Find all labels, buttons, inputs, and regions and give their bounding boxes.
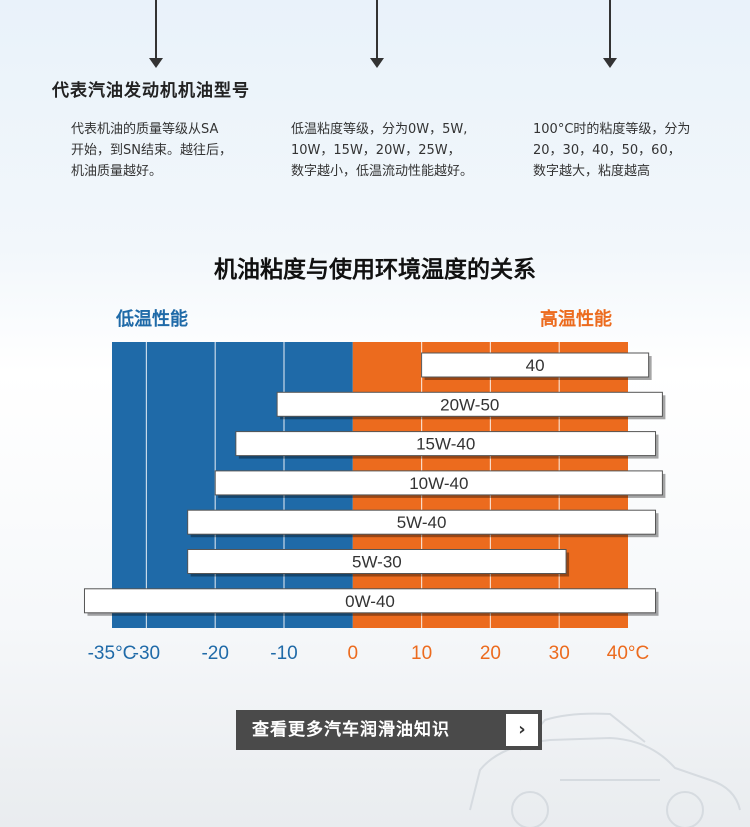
x-tick-label: -10	[270, 643, 297, 664]
more-lubricant-knowledge-button[interactable]: 查看更多汽车润滑油知识 ›	[236, 710, 542, 750]
viscosity-range-bar	[421, 352, 650, 378]
pointer-arrow-1	[149, 0, 163, 68]
x-tick-label: 30	[549, 643, 570, 664]
car-outline-decoration	[469, 712, 741, 827]
viscosity-temperature-chart: 40 20W-50 15W-40 10W-40 5W-40 5W-30 0W-40 -35°C…	[83, 342, 666, 664]
x-tick-label: 10	[411, 643, 432, 664]
viscosity-range-bar	[187, 509, 657, 535]
low-temp-performance-label: 低温性能	[116, 309, 188, 330]
viscosity-range-bar	[276, 391, 663, 417]
chevron-right-icon: ›	[506, 714, 538, 746]
viscosity-range-bar	[235, 431, 657, 457]
bar-label: 40	[526, 356, 545, 375]
cta-label: 查看更多汽车润滑油知识	[252, 720, 450, 740]
x-tick-label: -30	[133, 643, 160, 664]
chart-title: 机油粘度与使用环境温度的关系	[214, 257, 536, 283]
viscosity-range-bar	[214, 470, 663, 496]
low-temp-grade-description: 低温粘度等级，分为0W，5W, 10W，15W，20W，25W， 数字越小，低温…	[291, 122, 474, 179]
bar-label: 0W-40	[345, 592, 395, 611]
section-title: 代表汽油发动机机油型号	[52, 81, 250, 101]
viscosity-range-bar	[187, 549, 567, 574]
high-temp-grade-description: 100°C时的粘度等级，分为 20，30，40，50，60， 数字越大，粘度越高	[533, 122, 691, 179]
pointer-arrow-3	[603, 0, 617, 68]
bar-label: 5W-30	[352, 553, 402, 572]
viscosity-range-bar	[83, 588, 657, 614]
x-tick-label: 0	[348, 643, 359, 664]
bar-label: 10W-40	[409, 474, 468, 493]
high-temp-performance-label: 高温性能	[540, 309, 612, 330]
x-tick-label: -35°C	[88, 643, 137, 664]
x-tick-label: 40°C	[607, 643, 649, 664]
x-tick-label: 20	[480, 643, 501, 664]
quality-grade-description: 代表机油的质量等级从SA 开始，到SN结束。越往后， 机油质量越好。	[71, 122, 232, 179]
bar-label: 15W-40	[416, 435, 475, 454]
x-tick-label: -20	[201, 643, 228, 664]
bar-label: 20W-50	[440, 395, 499, 414]
bar-label: 5W-40	[397, 513, 447, 532]
pointer-arrow-2	[370, 0, 384, 68]
